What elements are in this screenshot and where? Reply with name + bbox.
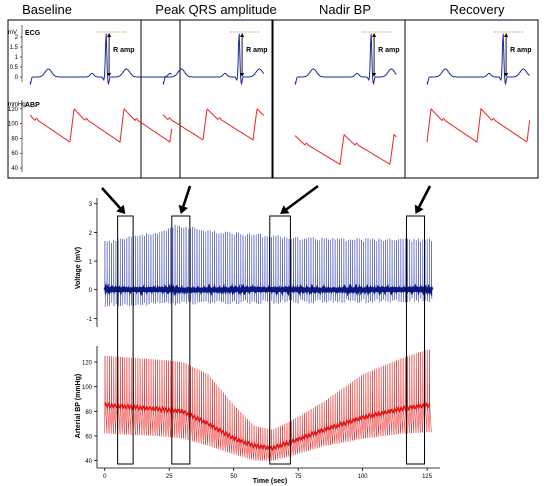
abp-tick-label: 100	[8, 122, 19, 128]
top-box-2	[272, 19, 406, 179]
ramp-label-0: R amp	[113, 47, 134, 54]
arrow-head-1	[178, 204, 189, 214]
bp-ytick-label: 40	[85, 459, 92, 465]
arrow-head-3	[414, 204, 424, 214]
title-nadir-bp: Nadir BP	[319, 2, 371, 17]
bp-series	[104, 349, 432, 461]
ecg-baseline	[103, 282, 434, 297]
bottom-plot: -1 0 1 2 3 40 60 80 100 120 0 25 50 75 100 125	[82, 198, 440, 480]
title-baseline: Baseline	[22, 2, 72, 17]
ecg-ytick-label: 0	[89, 288, 93, 294]
title-recovery: Recovery	[450, 2, 505, 17]
top-axis-ticks: 0 0.5 1 1.5 2 40 60 80 100 120	[8, 25, 23, 172]
title-peak-qrs: Peak QRS amplitude	[155, 2, 276, 17]
ecg-trace-3	[426, 33, 530, 86]
x-tick-label: 125	[422, 474, 433, 480]
arrow-head-0	[116, 204, 126, 214]
ecg-trace-2	[294, 33, 397, 86]
ecg-ytick-label: 3	[89, 202, 93, 208]
top-panel-boxes	[7, 19, 539, 179]
bp-ytick-label: 60	[85, 434, 92, 440]
ecg-ylabel: Voltage (mV)	[75, 247, 82, 289]
ramp-head-up-3	[504, 33, 509, 37]
abp-tick-label: 80	[11, 136, 18, 142]
top-panel-traces: R amp R amp R amp R amp	[29, 31, 531, 166]
bp-mean	[104, 401, 431, 451]
arrow-head-2	[280, 205, 290, 214]
abp-trace-3	[426, 107, 531, 143]
ecg-tick-label: 1.5	[10, 45, 19, 51]
ecg-trace-0	[29, 33, 172, 86]
x-tick-label: 100	[358, 474, 369, 480]
abp-tick-label: 60	[11, 151, 18, 157]
x-tick-label: 50	[230, 474, 237, 480]
arrow-shaft-1	[182, 185, 192, 207]
arrow-shaft-2	[285, 184, 319, 211]
top-box-1	[140, 19, 273, 179]
top-box-0	[7, 19, 181, 179]
bp-ylabel: Arterial BP (mmHg)	[75, 374, 82, 438]
x-tick-label: 0	[103, 474, 107, 480]
abp-label: ABP	[25, 102, 40, 109]
ramp-head-up-1	[240, 33, 245, 37]
window-box-1	[171, 215, 191, 465]
arrow-shaft-3	[418, 185, 432, 208]
x-tick-label: 25	[166, 474, 173, 480]
window-box-3	[405, 215, 426, 465]
ramp-head-down-1	[240, 73, 245, 77]
abp-trace-0	[29, 107, 173, 143]
ramp-label-3: R amp	[510, 47, 531, 54]
arrow-shaft-0	[101, 187, 121, 209]
ramp-label-1: R amp	[246, 47, 267, 54]
abp-tick-label: 40	[11, 166, 18, 172]
abp-tick-label: 120	[8, 107, 19, 113]
abp-trace-2	[294, 133, 397, 166]
ramp-head-up-2	[372, 33, 377, 37]
ecg-unit: mV	[8, 30, 17, 36]
top-box-3	[404, 19, 539, 179]
abp-unit: mmHg	[8, 102, 26, 108]
ramp-head-up-0	[107, 33, 112, 37]
window-box-0	[117, 215, 134, 465]
ecg-tick-label: 0	[15, 75, 19, 81]
ecg-trace-1	[162, 33, 265, 86]
bp-ytick-label: 100	[82, 385, 93, 391]
x-tick-label: 75	[295, 474, 302, 480]
ecg-ytick-label: 2	[89, 231, 93, 237]
ecg-tick-label: 0.5	[10, 65, 19, 71]
x-axis-label: Time (sec)	[253, 478, 288, 485]
window-arrows	[101, 184, 432, 214]
ramp-label-2: R amp	[378, 47, 399, 54]
ramp-head-down-0	[107, 73, 112, 77]
ramp-head-down-3	[504, 73, 509, 77]
ecg-tick-label: 1	[15, 55, 19, 61]
ecg-tick-label: 2	[15, 35, 19, 41]
bp-ytick-label: 120	[82, 361, 93, 367]
bp-ytick-label: 80	[85, 410, 92, 416]
window-box-2	[269, 215, 291, 465]
ramp-head-down-2	[372, 73, 377, 77]
ecg-ytick-label: -1	[87, 317, 93, 323]
ecg-series	[104, 224, 434, 307]
abp-trace-1	[162, 107, 265, 141]
ecg-label: ECG	[25, 30, 41, 37]
ecg-ytick-label: 1	[89, 260, 93, 266]
